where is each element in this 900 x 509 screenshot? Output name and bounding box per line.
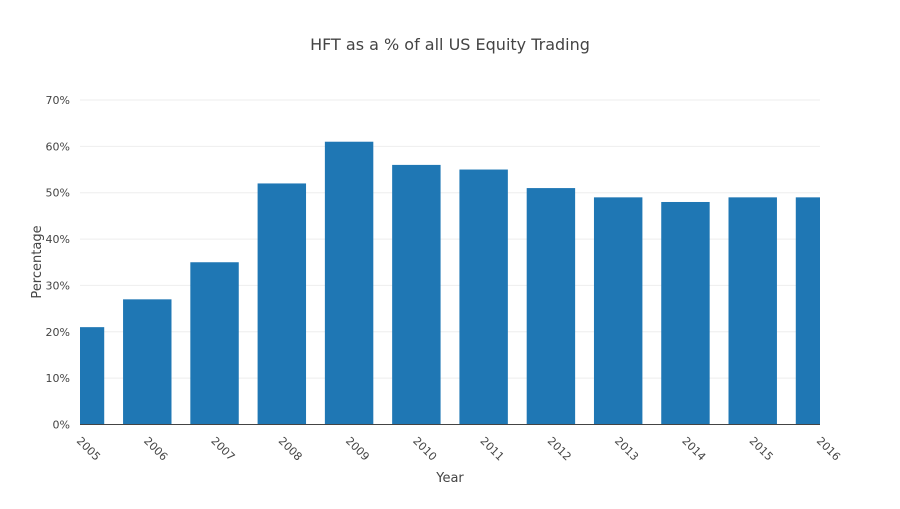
y-tick-label: 30%: [46, 279, 70, 292]
bar-2007[interactable]: [190, 262, 239, 425]
x-tick-label: 2009: [343, 434, 372, 463]
bar-2006[interactable]: [123, 299, 172, 425]
bar-2008[interactable]: [257, 183, 307, 425]
chart-title: HFT as a % of all US Equity Trading: [310, 35, 590, 54]
bar-2005[interactable]: [80, 327, 105, 425]
x-tick-label: 2010: [410, 434, 439, 463]
bar-2012[interactable]: [526, 188, 576, 425]
x-tick-label: 2013: [612, 434, 641, 463]
x-axis-ticks: 2005 2006 2007 2008 2009 2010 2011 2012 2013 2014…: [74, 434, 843, 463]
x-tick-label: 2016: [814, 434, 843, 463]
x-tick-label: 2007: [208, 434, 237, 463]
y-tick-label: 70%: [46, 94, 70, 107]
x-tick-label: 2014: [679, 434, 708, 463]
x-axis-title: Year: [435, 471, 464, 486]
bar-2009[interactable]: [324, 141, 374, 425]
bar-2013[interactable]: [593, 197, 643, 425]
bar-2011[interactable]: [459, 169, 508, 425]
x-tick-label: 2005: [74, 434, 103, 463]
y-tick-label: 20%: [46, 326, 70, 339]
x-tick-label: 2012: [545, 434, 574, 463]
bar-2010[interactable]: [392, 164, 441, 425]
bar-2015[interactable]: [728, 197, 777, 425]
bar-2014[interactable]: [661, 201, 710, 425]
y-tick-label: 60%: [46, 140, 70, 153]
bar-2016[interactable]: [795, 197, 820, 425]
y-tick-label: 10%: [46, 372, 70, 385]
x-tick-label: 2015: [747, 434, 776, 463]
y-tick-label: 50%: [46, 187, 70, 200]
y-tick-label: 40%: [46, 233, 70, 246]
bars: [80, 141, 820, 425]
y-axis-ticks: 0% 10% 20% 30% 40% 50% 60% 70%: [46, 94, 70, 432]
x-tick-label: 2011: [478, 434, 507, 463]
y-tick-label: 0%: [53, 419, 70, 432]
y-axis-title: Percentage: [30, 225, 45, 298]
x-tick-label: 2006: [141, 434, 170, 463]
x-tick-label: 2008: [276, 434, 305, 463]
